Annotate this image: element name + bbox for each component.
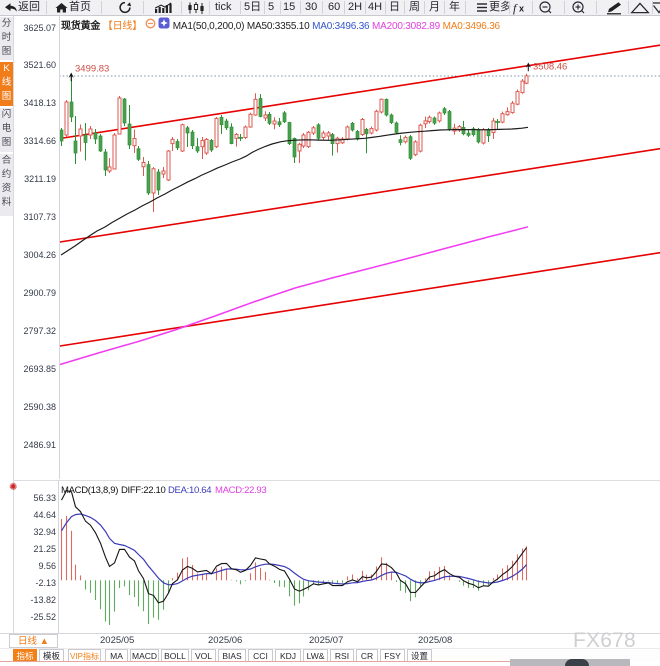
- svg-text:f: f: [513, 1, 518, 15]
- svg-text:x: x: [519, 4, 524, 14]
- svg-text:3499.83: 3499.83: [75, 64, 109, 75]
- svg-text:3508.46: 3508.46: [533, 62, 567, 73]
